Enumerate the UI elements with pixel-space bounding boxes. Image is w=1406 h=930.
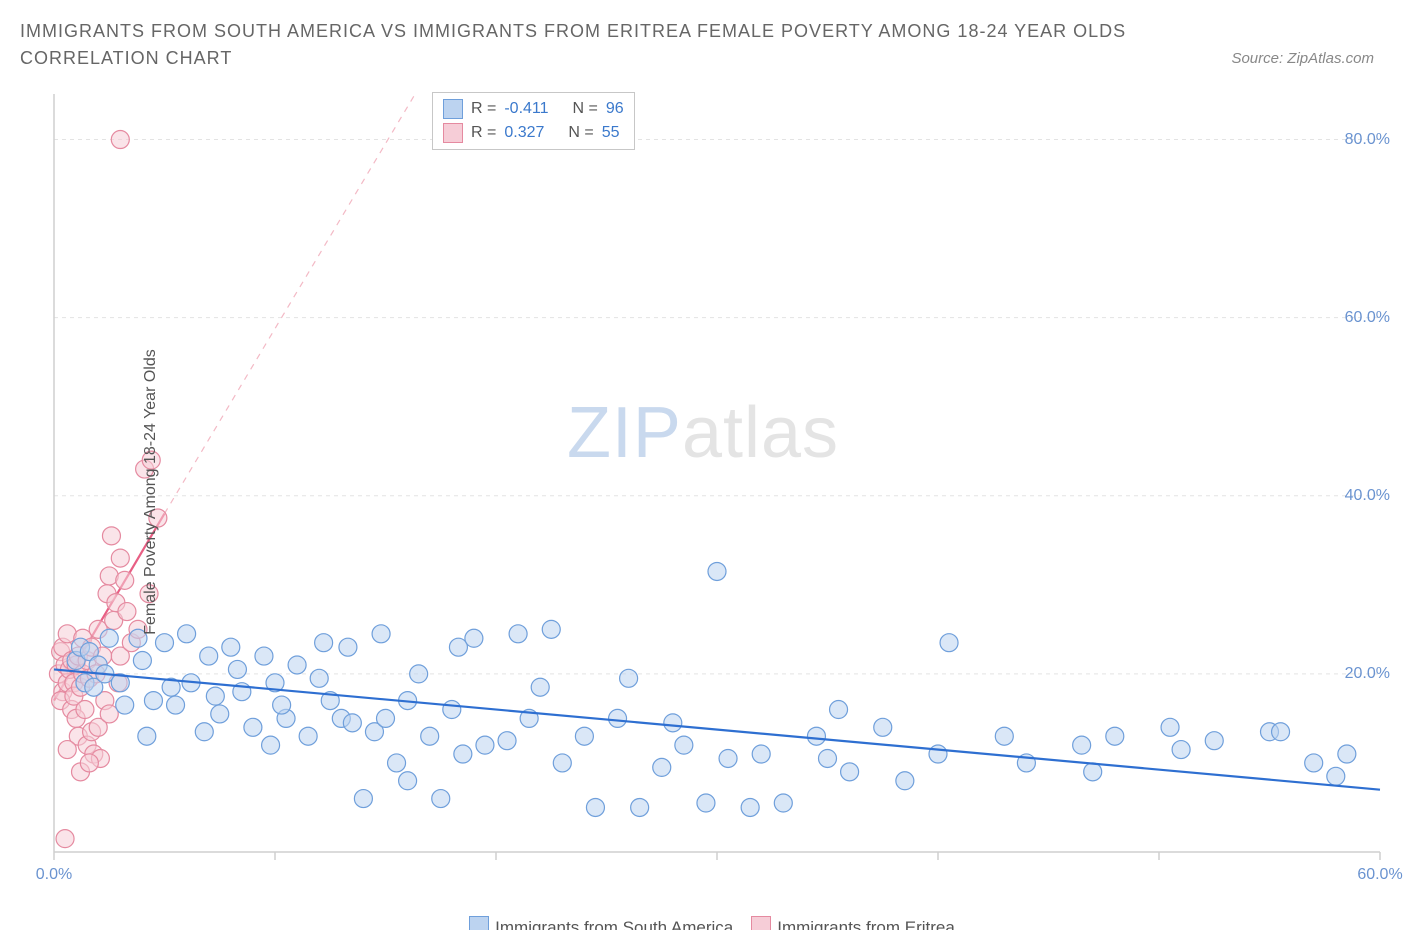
legend-swatch <box>443 123 463 143</box>
y-tick-label: 60.0% <box>1345 309 1390 327</box>
legend-swatch <box>469 916 489 930</box>
legend-swatch <box>443 99 463 119</box>
stat-r-label: R = <box>471 124 496 142</box>
bottom-legend: Immigrants from South America Immigrants … <box>0 912 1406 930</box>
stats-row: R = -0.411 N = 96 <box>439 97 628 121</box>
x-tick-label: 60.0% <box>1357 866 1402 884</box>
stat-n-value: 96 <box>606 100 624 118</box>
stat-r-value: 0.327 <box>504 124 544 142</box>
stat-r-value: -0.411 <box>504 100 548 118</box>
plot-svg <box>0 72 1406 872</box>
x-tick-label: 0.0% <box>36 866 72 884</box>
y-tick-label: 20.0% <box>1345 665 1390 683</box>
stats-box: R =-0.411N =96R =0.327N =55 <box>432 92 635 150</box>
stat-n-value: 55 <box>602 124 620 142</box>
legend-label: Immigrants from Eritrea <box>777 918 955 930</box>
legend-swatch <box>751 916 771 930</box>
source-label: Source: ZipAtlas.com <box>1231 50 1374 67</box>
scatter-chart: Female Poverty Among 18-24 Year Olds ZIP… <box>0 72 1406 912</box>
stat-r-label: R = <box>471 100 496 118</box>
y-axis-label: Female Poverty Among 18-24 Year Olds <box>142 349 160 635</box>
stats-row: R = 0.327 N = 55 <box>439 121 628 145</box>
y-tick-label: 80.0% <box>1345 131 1390 149</box>
y-tick-label: 40.0% <box>1345 487 1390 505</box>
stat-n-label: N = <box>573 100 598 118</box>
stat-n-label: N = <box>568 124 593 142</box>
legend-label: Immigrants from South America <box>495 918 733 930</box>
page-title: IMMIGRANTS FROM SOUTH AMERICA VS IMMIGRA… <box>20 18 1140 72</box>
